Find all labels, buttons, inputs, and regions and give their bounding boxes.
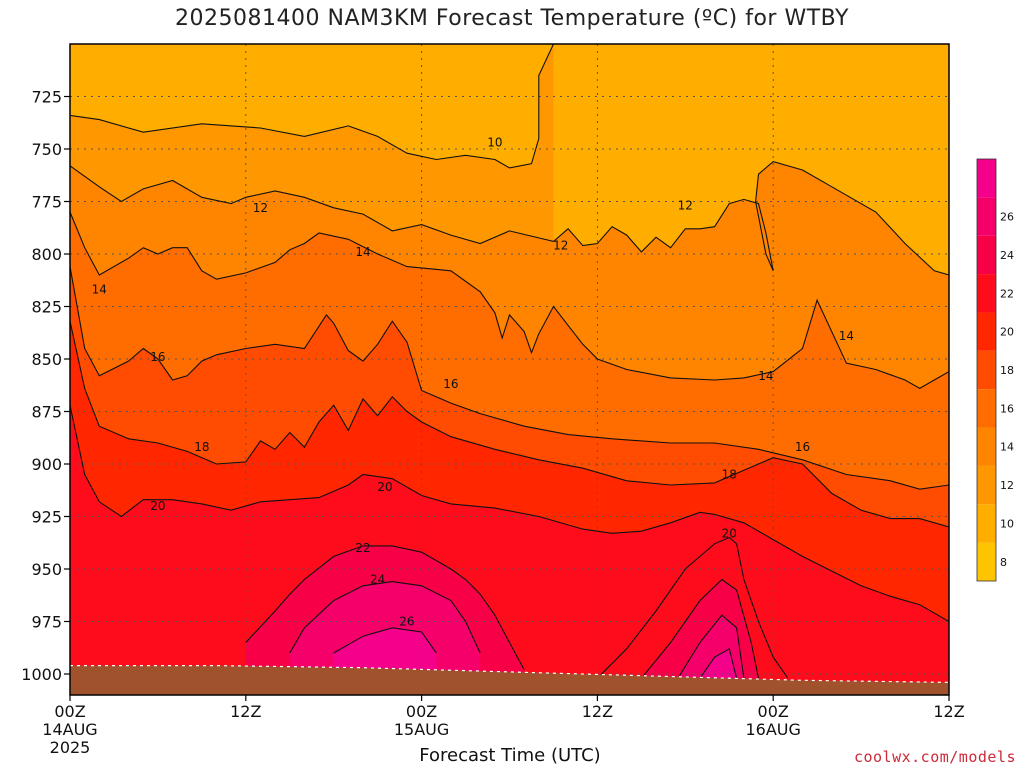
x-tick-label: 00Z xyxy=(758,702,789,721)
colorbar-label: 22 xyxy=(1000,287,1014,300)
contour-label: 14 xyxy=(758,369,773,383)
isotherm-16 xyxy=(70,266,949,490)
isotherm-20 xyxy=(597,536,789,679)
y-tick-label: 800 xyxy=(31,245,62,264)
contour-label: 20 xyxy=(377,480,392,494)
x-tick-label: 12Z xyxy=(582,702,613,721)
chart-title: 2025081400 NAM3KM Forecast Temperature (… xyxy=(175,6,849,31)
contour-label: 16 xyxy=(443,377,458,391)
x-tick-label: 12Z xyxy=(933,702,964,721)
isotherm-14 xyxy=(70,211,949,390)
x-tick-label: 2025 xyxy=(50,738,91,757)
isotherm-22 xyxy=(245,545,525,671)
colorbar-label: 10 xyxy=(1000,517,1014,530)
isotherm-12 xyxy=(70,160,949,276)
isotherm-26 xyxy=(333,627,437,654)
colorbar-bin xyxy=(977,389,996,428)
plot-frame xyxy=(69,43,950,696)
isotherm-10 xyxy=(70,44,554,169)
site-credit: coolwx.com/models xyxy=(853,748,1016,766)
contour-label: 14 xyxy=(92,283,107,297)
y-tick-label: 850 xyxy=(31,350,62,369)
y-tick-label: 975 xyxy=(31,613,62,632)
y-tick-label: 875 xyxy=(31,403,62,422)
isotherm-26 xyxy=(699,647,738,679)
colorbar-label: 18 xyxy=(1000,364,1014,377)
y-tick-label: 950 xyxy=(31,560,62,579)
colorbar-bin xyxy=(977,350,996,390)
y-tick-label: 725 xyxy=(31,88,62,107)
x-tick-label: 12Z xyxy=(230,702,261,721)
y-tick-label: 825 xyxy=(31,298,62,317)
colorbar-bin xyxy=(977,504,996,543)
colorbar-bin xyxy=(977,159,996,198)
contour-label: 26 xyxy=(399,615,414,629)
colorbar-label: 26 xyxy=(1000,211,1014,224)
colorbar-label: 14 xyxy=(1000,441,1014,454)
colorbar-bin xyxy=(977,274,996,313)
y-tick-label: 925 xyxy=(31,508,62,527)
isotherm-24 xyxy=(289,581,481,654)
ground-surface xyxy=(70,665,949,695)
x-tick-label: 00Z xyxy=(406,702,437,721)
colorbar-bin xyxy=(977,542,996,581)
x-tick-label: 00Z xyxy=(54,702,85,721)
x-axis-label: Forecast Time (UTC) xyxy=(419,745,601,766)
contour-label: 18 xyxy=(194,440,209,454)
colorbar-label: 16 xyxy=(1000,402,1014,415)
isotherm-22 xyxy=(640,578,760,679)
contour-label: 20 xyxy=(722,526,737,540)
colorbar-frame xyxy=(976,158,997,582)
isotherm-24 xyxy=(677,614,745,679)
colorbar-label: 12 xyxy=(1000,479,1014,492)
contour-label: 16 xyxy=(795,440,810,454)
contour-label: 20 xyxy=(150,499,165,513)
x-tick-label: 14AUG xyxy=(42,720,97,739)
contour-label: 12 xyxy=(678,199,693,213)
contour-label: 12 xyxy=(253,201,268,215)
contour-label: 24 xyxy=(370,573,385,587)
y-tick-label: 1000 xyxy=(21,665,62,684)
colorbar-bin xyxy=(977,312,996,351)
colorbar-bin xyxy=(977,235,996,275)
x-tick-label: 15AUG xyxy=(394,720,449,739)
contour-label: 22 xyxy=(355,541,370,555)
x-tick-label: 16AUG xyxy=(745,720,800,739)
contour-label: 10 xyxy=(487,136,502,150)
contour-label: 14 xyxy=(355,245,370,259)
contour-label: 14 xyxy=(839,329,854,343)
colorbar-label: 20 xyxy=(1000,326,1014,339)
y-tick-label: 775 xyxy=(31,193,62,212)
colorbar-bin xyxy=(977,427,996,466)
colorbar-label: 8 xyxy=(1000,556,1007,569)
contour-label: 12 xyxy=(553,239,568,253)
y-tick-label: 750 xyxy=(31,140,62,159)
colorbar-label: 24 xyxy=(1000,249,1014,262)
contour-label: 16 xyxy=(150,350,165,364)
isotherm-18 xyxy=(70,321,949,528)
isotherm-20 xyxy=(70,405,949,622)
colorbar-bin xyxy=(977,197,996,236)
y-tick-label: 900 xyxy=(31,455,62,474)
colorbar-bin xyxy=(977,465,996,505)
contour-label: 18 xyxy=(722,468,737,482)
